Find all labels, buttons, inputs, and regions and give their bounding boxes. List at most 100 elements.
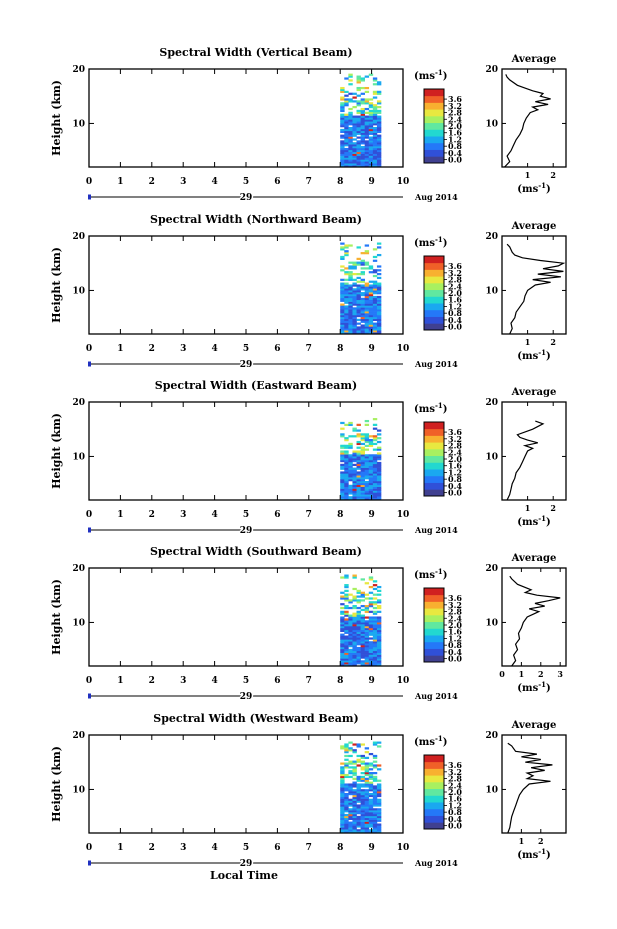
heatmap-cell — [364, 484, 370, 487]
colorbar-tick-label: 0.8 — [448, 640, 462, 650]
heatmap-cell — [348, 147, 353, 151]
heatmap-cell — [360, 616, 365, 619]
heatmap-cell — [364, 781, 370, 784]
heatmap-cell — [360, 140, 365, 143]
heatmap-cell — [376, 309, 382, 312]
heatmap-cell — [352, 660, 357, 663]
y-tick-label: 20 — [72, 65, 85, 75]
heatmap-cell — [376, 643, 382, 646]
heatmap-cell — [360, 599, 365, 602]
heatmap-cell — [364, 825, 370, 828]
heatmap-cell — [372, 286, 378, 289]
heatmap-cell — [360, 827, 365, 830]
x-tick-label: 0 — [86, 510, 92, 520]
average-x-tick-label: 1 — [519, 669, 525, 679]
heatmap-cell — [364, 593, 370, 596]
date-label: Aug 2014 — [414, 192, 458, 202]
heatmap-cell — [372, 119, 378, 122]
heatmap-cell — [372, 482, 378, 486]
heatmap-cell — [372, 827, 378, 830]
heatmap-cell — [364, 301, 370, 304]
heatmap-cell — [364, 785, 370, 788]
heatmap-cell — [340, 246, 345, 249]
colorbar: 0.00.40.81.21.62.02.42.83.23.6(ms-1) — [414, 401, 462, 498]
heatmap-cell — [352, 624, 357, 627]
heatmap-cell — [340, 494, 345, 497]
heatmap-cell — [368, 307, 374, 310]
heatmap-cell — [356, 612, 361, 615]
heatmap-cell — [368, 147, 374, 151]
heatmap-cell — [368, 477, 374, 480]
heatmap-cell — [364, 250, 370, 253]
heatmap-cell — [376, 785, 382, 788]
heatmap-cell — [344, 293, 349, 297]
heatmap-cell — [360, 768, 365, 771]
heatmap-cell — [356, 429, 361, 432]
heatmap-cell — [364, 328, 370, 331]
heatmap-cell — [360, 273, 365, 276]
heatmap-cell — [348, 620, 353, 623]
heatmap-cell — [372, 159, 378, 162]
heatmap-cell — [340, 444, 345, 447]
heatmap-cell — [360, 311, 365, 314]
heatmap-cell — [348, 648, 353, 652]
unit-exponent: -1 — [435, 235, 443, 244]
heatmap-cell — [376, 299, 382, 302]
heatmap-cell — [368, 610, 374, 613]
x-tick-label: 1 — [117, 843, 123, 853]
heatmap-cell — [340, 650, 345, 653]
heatmap-cell — [352, 620, 357, 623]
heatmap-cell — [376, 125, 382, 128]
heatmap-cell — [340, 113, 345, 116]
heatmap-cell — [364, 831, 370, 834]
heatmap-cell — [368, 802, 374, 805]
heatmap-cell — [356, 620, 361, 623]
heatmap-cell — [376, 146, 382, 149]
x-tick-label: 8 — [337, 843, 343, 853]
average-frame — [501, 68, 567, 168]
heatmap-cell — [364, 829, 370, 832]
heatmap-cell — [340, 471, 345, 474]
heatmap-cell — [348, 469, 353, 472]
colorbar-swatch — [424, 316, 444, 324]
heatmap-cell — [340, 456, 345, 459]
heatmap-cell — [372, 754, 378, 758]
heatmap-cell — [344, 620, 349, 623]
heatmap-cell — [348, 593, 353, 596]
heatmap-cell — [348, 488, 353, 491]
heatmap-cell — [372, 161, 378, 164]
heatmap-cell — [340, 161, 345, 164]
heatmap-cell — [360, 812, 365, 815]
heatmap-cell — [364, 648, 370, 652]
heatmap-cell — [344, 471, 349, 474]
heatmap-cell — [368, 322, 374, 325]
heatmap-cell — [368, 654, 374, 657]
heatmap-cell — [356, 806, 361, 809]
heatmap-cell — [352, 267, 357, 270]
heatmap-cell — [364, 792, 370, 796]
heatmap-cell — [368, 597, 374, 600]
heatmap-cell — [348, 123, 353, 126]
heatmap-cell — [368, 326, 374, 329]
heatmap-cell — [344, 606, 349, 610]
heatmap-cell — [340, 309, 345, 312]
heatmap-cell — [344, 775, 349, 779]
heatmap-cell — [356, 606, 361, 610]
heatmap-cell — [360, 123, 365, 126]
heatmap-cell — [356, 798, 361, 801]
heatmap-cell — [352, 625, 357, 629]
heatmap-cell — [344, 159, 349, 162]
heatmap-cell — [372, 601, 378, 604]
heatmap-cell — [368, 810, 374, 813]
heatmap-cell — [356, 627, 361, 631]
heatmap-cell — [344, 469, 349, 472]
heatmap-cell — [364, 747, 370, 750]
heatmap-cell — [376, 318, 382, 321]
heatmap-cell — [368, 646, 374, 650]
heatmap-cell — [376, 153, 382, 156]
heatmap-cell — [368, 467, 374, 470]
heatmap-cell — [344, 134, 349, 137]
x-tick-label: 4 — [211, 344, 217, 354]
heatmap-cell — [340, 322, 345, 325]
heatmap-cell — [368, 132, 374, 135]
